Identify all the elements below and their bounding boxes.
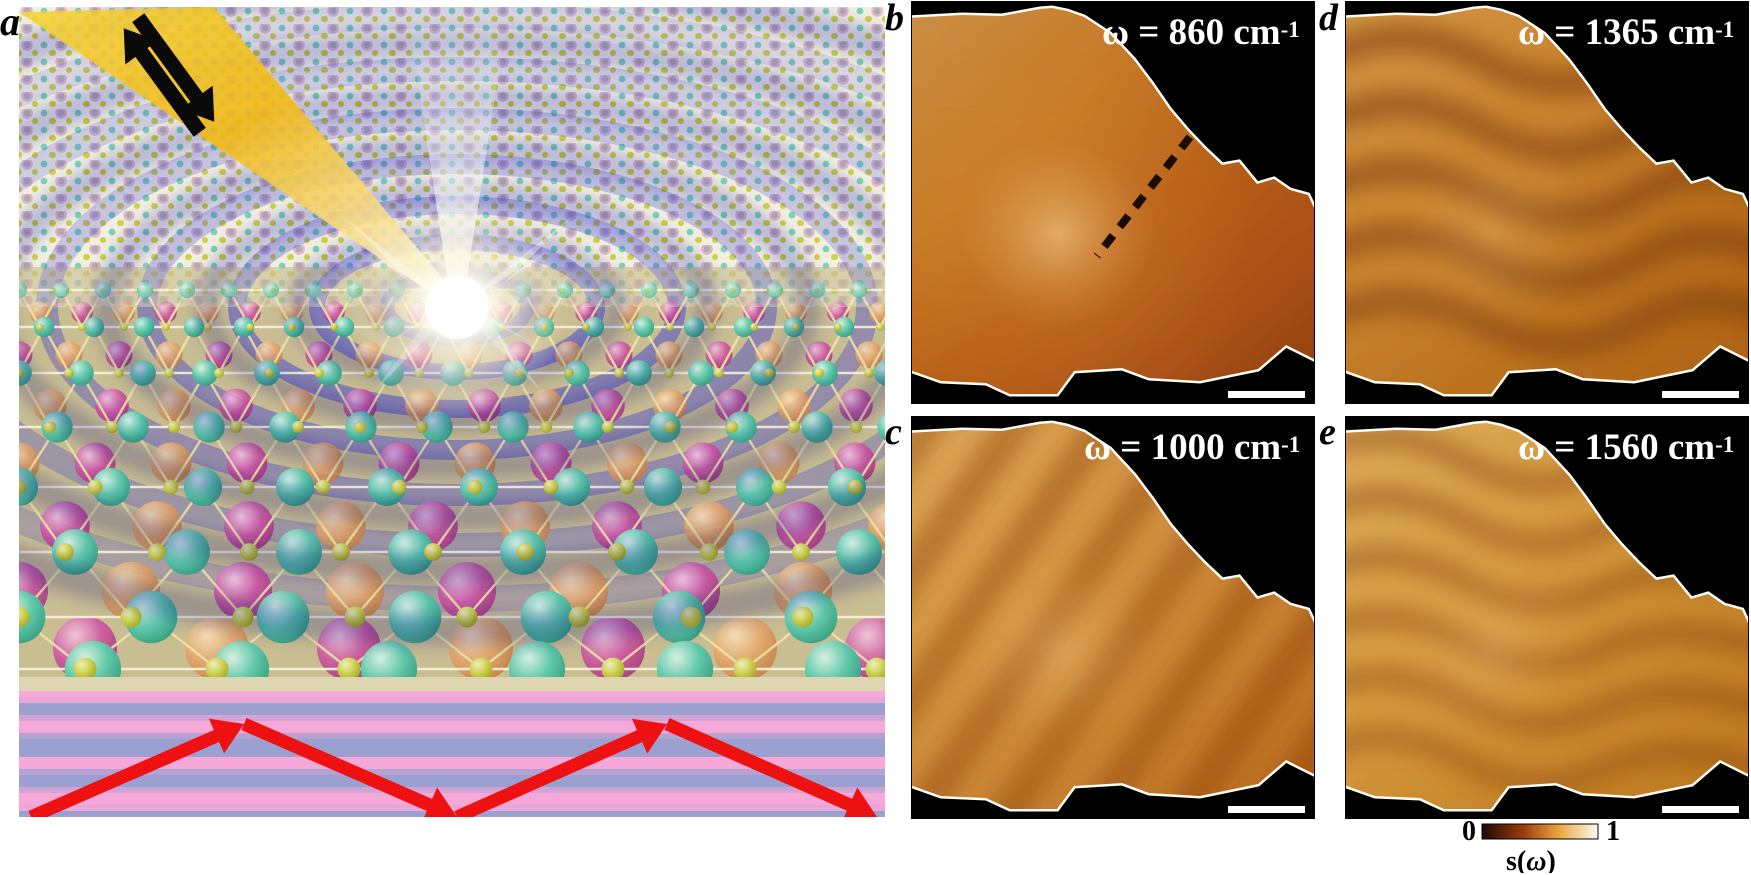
svg-text:ω = 860 cm-1: ω = 860 cm-1 <box>1102 12 1300 53</box>
svg-text:1: 1 <box>1606 818 1620 847</box>
svg-text:ω = 1000 cm-1: ω = 1000 cm-1 <box>1084 427 1300 468</box>
svg-text:ω = 1560 cm-1: ω = 1560 cm-1 <box>1518 427 1734 468</box>
svg-text:ω = 1365 cm-1: ω = 1365 cm-1 <box>1518 12 1734 53</box>
svg-text:0: 0 <box>1462 818 1476 847</box>
svg-text:s(ω): s(ω) <box>1506 846 1556 873</box>
